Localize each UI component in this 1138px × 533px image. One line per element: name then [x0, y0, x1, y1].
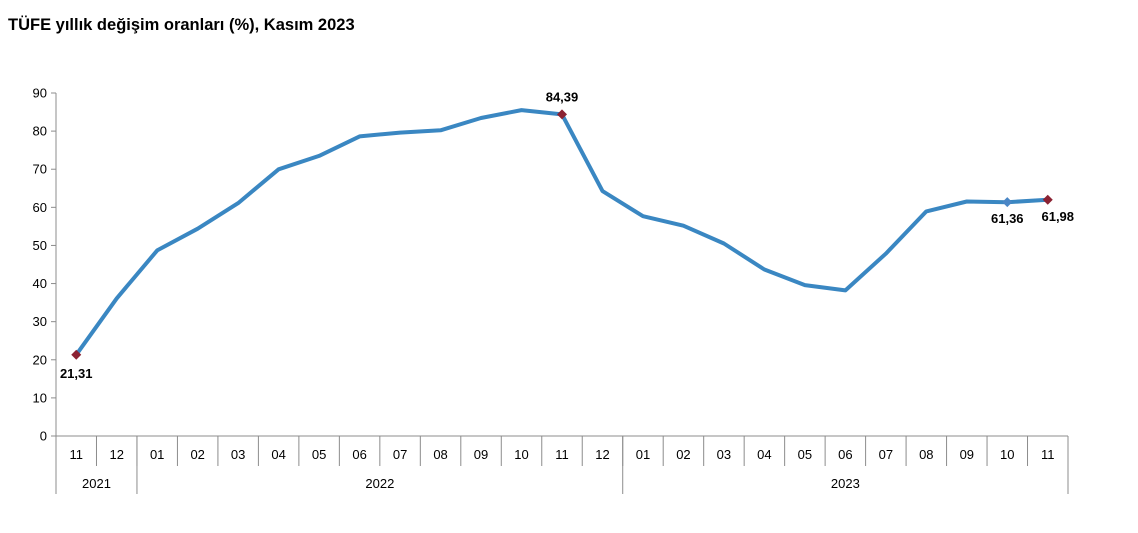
y-tick-label: 10: [33, 390, 47, 405]
y-tick-label: 90: [33, 86, 47, 101]
x-tick-label: 07: [393, 447, 407, 462]
x-tick-label: 05: [312, 447, 326, 462]
data-point: [884, 252, 888, 256]
data-marker: [1042, 194, 1053, 205]
data-label: 21,31: [60, 366, 93, 381]
x-tick-label: 12: [109, 447, 123, 462]
x-tick-label: 05: [798, 447, 812, 462]
data-point: [236, 201, 240, 205]
chart-axes: [55, 93, 1068, 437]
data-point: [762, 268, 766, 272]
data-point: [924, 209, 928, 213]
data-point: [358, 134, 362, 138]
x-tick-label: 11: [69, 447, 83, 462]
x-tick-label: 10: [1000, 447, 1014, 462]
x-tick-label: 11: [1041, 447, 1055, 462]
x-tick-label: 02: [676, 447, 690, 462]
y-tick-label: 30: [33, 314, 47, 329]
x-tick-label: 08: [919, 447, 933, 462]
y-tick-label: 0: [40, 429, 47, 444]
y-tick-label: 60: [33, 200, 47, 215]
data-point: [479, 116, 483, 120]
data-label: 84,39: [546, 89, 579, 104]
data-point: [155, 248, 159, 252]
x-tick-label: 09: [474, 447, 488, 462]
data-point: [398, 131, 402, 135]
data-point: [965, 200, 969, 204]
x-tick-label: 03: [231, 447, 245, 462]
x-tick-label: 08: [433, 447, 447, 462]
data-point: [520, 108, 524, 112]
x-tick-label: 06: [838, 447, 852, 462]
y-tick-label: 20: [33, 352, 47, 367]
year-label: 2021: [82, 476, 111, 491]
data-marker: [557, 109, 567, 120]
y-axis-ticks: 0 10 20 30 40 50 60 70 80 90: [33, 86, 56, 444]
data-point: [439, 128, 443, 132]
x-tick-label: 10: [514, 447, 528, 462]
y-tick-label: 40: [33, 276, 47, 291]
y-tick-label: 80: [33, 124, 47, 139]
x-tick-label: 07: [879, 447, 893, 462]
data-point: [681, 224, 685, 228]
x-tick-label: 04: [757, 447, 771, 462]
data-marker: [71, 349, 82, 360]
x-tick-label: 11: [555, 447, 569, 462]
x-tick-label: 01: [636, 447, 650, 462]
y-tick-label: 50: [33, 238, 47, 253]
x-tick-label: 03: [717, 447, 731, 462]
data-point: [115, 296, 119, 300]
chart-title: TÜFE yıllık değişim oranları (%), Kasım …: [8, 16, 355, 34]
x-tick-label: 09: [960, 447, 974, 462]
year-label: 2023: [831, 476, 860, 491]
x-tick-label: 12: [595, 447, 609, 462]
x-tick-label: 02: [190, 447, 204, 462]
x-tick-label: 04: [271, 447, 285, 462]
data-point: [641, 214, 645, 218]
data-point: [317, 154, 321, 158]
data-point: [843, 288, 847, 292]
data-label: 61,36: [991, 211, 1024, 226]
annotation-markers: 21,31 84,39 61,36 61,98: [60, 89, 1074, 380]
data-point: [803, 283, 807, 287]
data-point: [196, 227, 200, 231]
data-marker: [1002, 197, 1013, 208]
y-tick-label: 70: [33, 162, 47, 177]
data-point: [600, 189, 604, 193]
series-line: [74, 108, 1050, 357]
year-label: 2022: [365, 476, 394, 491]
series-group: [74, 108, 1050, 357]
x-axis-ticks: 11 12 01 02 03 04 05 06 07 08 09 10 11 12 01 02 03 04 05 06…: [55, 436, 1069, 494]
x-tick-label: 06: [352, 447, 366, 462]
data-point: [722, 242, 726, 246]
data-label: 61,98: [1041, 209, 1074, 224]
x-tick-label: 01: [150, 447, 164, 462]
data-point: [277, 167, 281, 171]
